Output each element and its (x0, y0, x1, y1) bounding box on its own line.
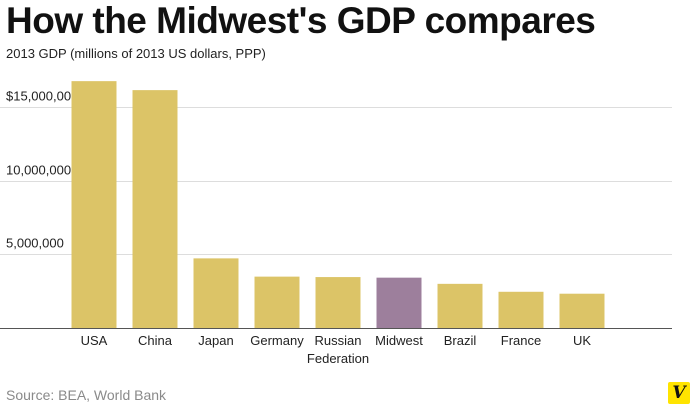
bar (254, 276, 300, 328)
x-tick-label: Japan (198, 333, 233, 348)
x-tick-label: Midwest (375, 333, 423, 348)
y-tick-label: $15,000,000 (6, 89, 78, 104)
x-tick-label: Federation (307, 351, 369, 366)
chart-subtitle: 2013 GDP (millions of 2013 US dollars, P… (6, 46, 266, 61)
x-tick-label: Germany (250, 333, 304, 348)
bar (376, 277, 422, 328)
bar (437, 283, 483, 328)
bar (193, 258, 239, 328)
chart-title: How the Midwest's GDP compares (6, 0, 596, 41)
x-tick-label: China (138, 333, 173, 348)
bar (132, 90, 178, 328)
y-tick-label: 5,000,000 (6, 236, 64, 251)
bar-chart: 5,000,000 10,000,000 $15,000,000 USA China Ja… (0, 81, 672, 366)
bar (559, 293, 605, 328)
x-tick-label: Russian (315, 333, 362, 348)
bar (498, 291, 544, 328)
x-tick-label: UK (573, 333, 591, 348)
brand-logo: V (668, 382, 690, 404)
bar (71, 81, 117, 328)
x-tick-label: Brazil (444, 333, 477, 348)
y-tick-label: 10,000,000 (6, 163, 71, 178)
x-tick-label: USA (81, 333, 108, 348)
bar (315, 277, 361, 328)
source-note: Source: BEA, World Bank (6, 387, 167, 403)
x-tick-label: France (501, 333, 541, 348)
